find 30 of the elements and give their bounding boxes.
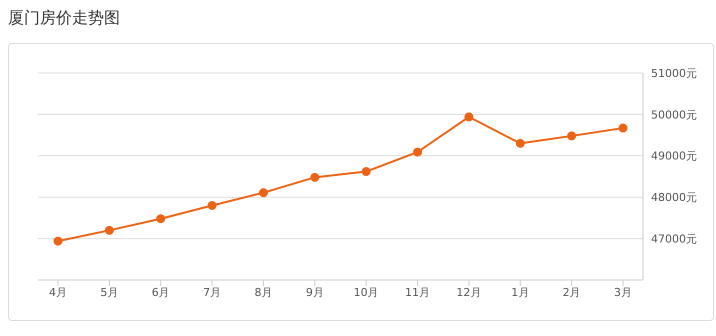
point xyxy=(104,226,114,235)
x-tick-label: 2月 xyxy=(562,286,581,299)
x-tick-label: 10月 xyxy=(354,286,379,299)
y-tick-label: 47000元 xyxy=(651,232,697,246)
y-tick-label: 50000元 xyxy=(651,108,697,122)
point xyxy=(310,172,320,182)
point xyxy=(413,148,422,157)
x-tick-label: 6月 xyxy=(152,286,170,299)
x-tick-label: 4月 xyxy=(49,286,67,299)
y-tick-label: 49000元 xyxy=(651,150,697,163)
x-tick-label: 9月 xyxy=(306,286,324,299)
chart-title: 厦门房价走势图 xyxy=(8,8,121,29)
x-tick-label: 7月 xyxy=(203,286,222,299)
point xyxy=(516,138,525,148)
point xyxy=(208,200,217,210)
point xyxy=(618,124,628,133)
y-tick-label: 48000元 xyxy=(651,191,697,204)
point xyxy=(156,214,166,224)
x-tick-label: 3月 xyxy=(614,286,632,299)
x-tick-label: 11月 xyxy=(405,286,430,299)
x-tick-label: 12月 xyxy=(456,286,482,299)
point xyxy=(464,112,474,122)
x-tick-label: 5月 xyxy=(100,286,118,299)
x-tick-label: 1月 xyxy=(511,286,530,299)
x-tick-label: 8月 xyxy=(254,286,272,299)
point xyxy=(567,131,576,140)
point xyxy=(362,167,371,176)
y-tick-label: 51000元 xyxy=(651,66,697,80)
point xyxy=(54,236,62,246)
point xyxy=(258,188,268,198)
